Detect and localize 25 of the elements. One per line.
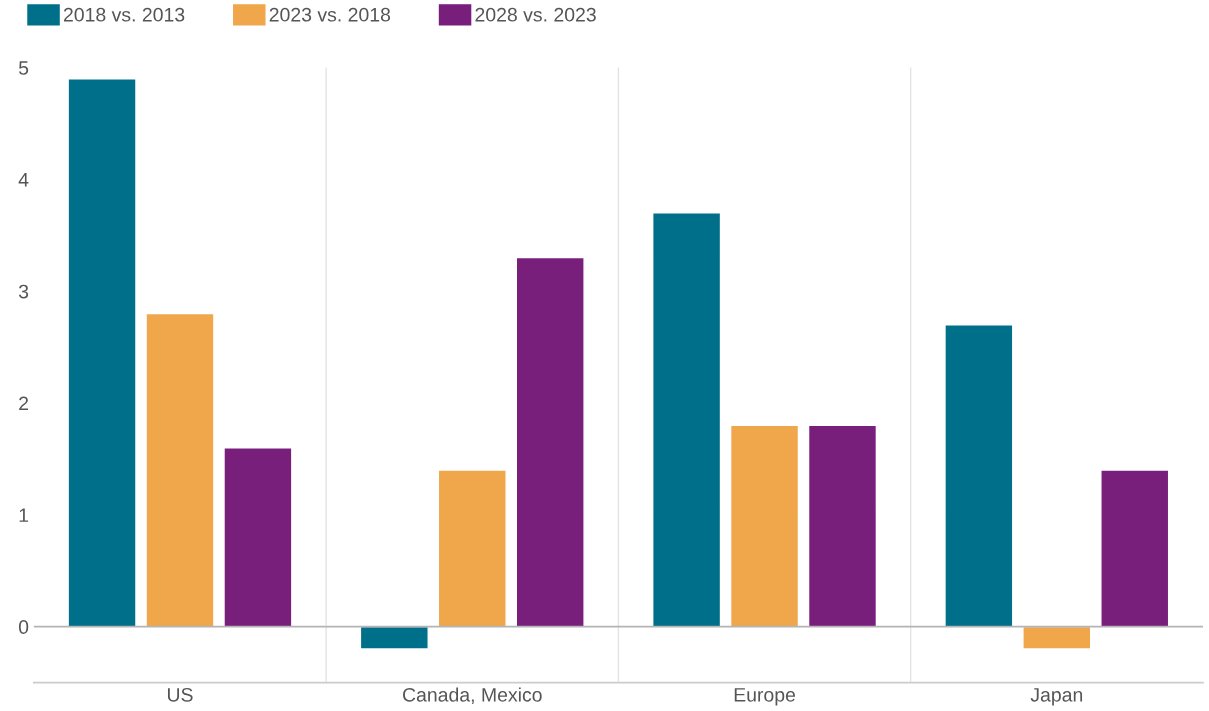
bar [437,469,507,628]
bar [652,212,722,628]
legend-label: 2018 vs. 2013 [63,7,185,22]
bar [67,78,137,628]
x-tick-label: US [167,687,193,702]
y-tick-label: 0 [18,620,29,634]
y-tick-label: 3 [18,284,29,299]
x-tick-label: Japan [1030,688,1083,706]
bar [729,424,800,628]
bar [515,256,585,628]
x-tick-label: Europe [734,688,796,706]
bar [223,447,293,628]
x-tick-label: Canada, Mexico [403,687,542,704]
y-tick-label: 2 [19,396,29,411]
bar [944,324,1014,628]
y-tick-label: 1 [19,508,29,522]
bar [1022,625,1092,650]
legend-label: 2023 vs. 2018 [269,7,391,22]
bar [807,424,878,628]
bar [359,625,429,650]
y-tick-label: 5 [18,61,29,75]
y-tick-label: 4 [18,173,29,187]
legend-label: 2028 vs. 2023 [475,7,596,22]
bar [145,312,215,628]
bar [1100,469,1170,628]
